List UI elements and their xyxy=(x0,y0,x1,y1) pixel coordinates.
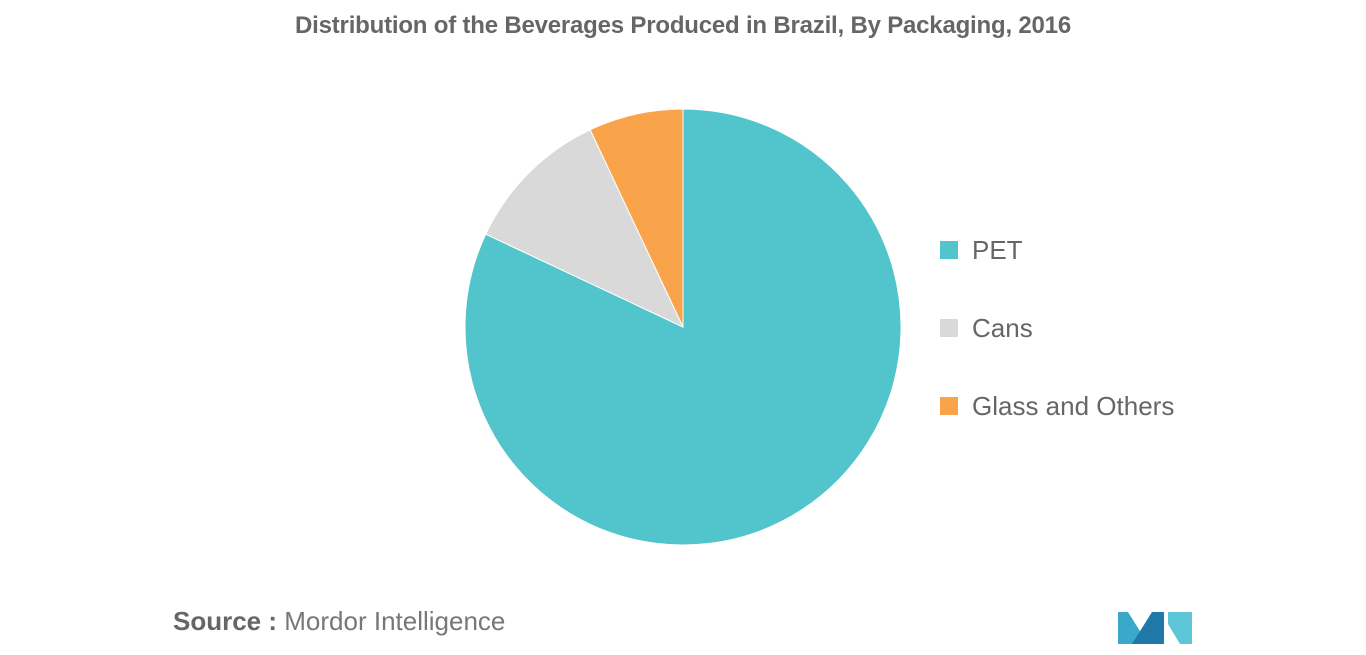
legend-item-glass-and-others: Glass and Others xyxy=(940,384,1174,428)
source-prefix: Source : xyxy=(173,606,278,636)
legend-swatch-glass-and-others xyxy=(940,397,958,415)
source-text: Mordor Intelligence xyxy=(284,606,506,636)
pie-slice-cans xyxy=(485,129,685,329)
logo-shape-right xyxy=(1168,612,1192,644)
source-line: Source : Mordor Intelligence xyxy=(173,606,505,637)
legend-swatch-pet xyxy=(940,241,958,259)
mordor-intelligence-logo-icon xyxy=(1118,612,1192,644)
chart-title: Distribution of the Beverages Produced i… xyxy=(295,12,1071,39)
legend-label-glass-and-others: Glass and Others xyxy=(972,390,1175,421)
logo-shape-middle xyxy=(1132,612,1164,644)
pie-slices xyxy=(464,108,902,546)
legend-item-cans: Cans xyxy=(940,306,1174,350)
legend-label-pet: PET xyxy=(972,234,1023,265)
legend-swatch-cans xyxy=(940,319,958,337)
pie-slice-glass-and-others xyxy=(589,108,684,328)
legend-item-pet: PET xyxy=(940,228,1174,272)
legend: PET Cans Glass and Others xyxy=(940,228,1174,462)
legend-label-cans: Cans xyxy=(972,312,1033,343)
